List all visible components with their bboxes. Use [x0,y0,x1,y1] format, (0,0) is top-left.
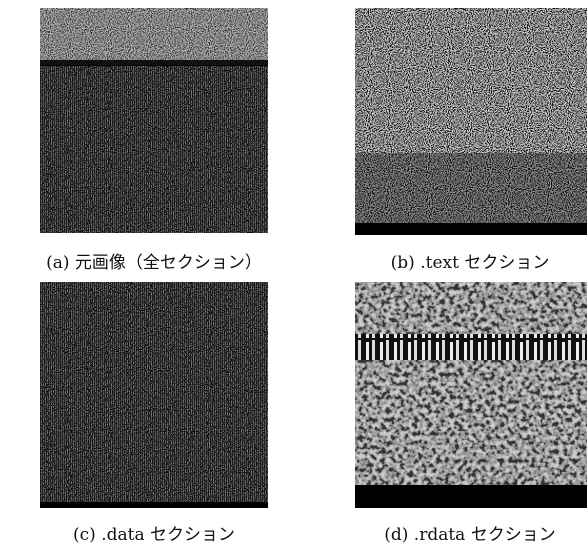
image-c [40,282,268,508]
image-d [355,282,587,508]
caption: (b) .text セクション [391,253,550,273]
caption: (d) .rdata セクション [384,525,555,545]
page: (a) 元画像（全セクション） (b) .text セクション (c) .dat… [0,0,587,548]
caption: (c) .data セクション [73,525,235,545]
image-a [40,8,268,233]
image-b [355,8,587,235]
caption: (a) 元画像（全セクション） [46,253,262,273]
figure: (a) 元画像（全セクション） (b) .text セクション (c) .dat… [0,0,587,548]
